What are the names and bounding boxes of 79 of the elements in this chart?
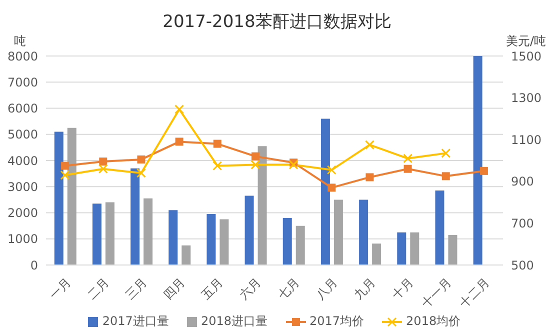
x-tick-label: 十月 [389, 275, 416, 302]
bar [92, 204, 102, 265]
bar [67, 128, 76, 265]
bar [54, 132, 64, 265]
bar [144, 198, 153, 265]
y2-tick-label: 1100 [511, 132, 542, 147]
bar [206, 214, 216, 265]
bar [473, 56, 482, 265]
point [98, 164, 108, 174]
point [328, 184, 336, 192]
bar [244, 196, 254, 265]
y-axis-title: 吨 [14, 33, 26, 50]
y2-tick-label: 1500 [511, 49, 542, 64]
bar [168, 210, 178, 265]
y2-tick-label: 900 [511, 174, 534, 189]
point [404, 164, 412, 173]
bar [410, 232, 420, 265]
y-tick-label: 5000 [7, 128, 38, 142]
legend-label: 2017进口量 [102, 313, 169, 330]
x-tick-label: 三月 [122, 275, 150, 302]
y-tick-label: 6000 [7, 102, 38, 116]
x-tick-label: 八月 [313, 275, 340, 302]
legend-label: 2018进口量 [200, 313, 268, 330]
point [250, 160, 260, 170]
point [213, 140, 222, 148]
x-tick-label: 四月 [160, 275, 188, 302]
point [326, 165, 336, 175]
y2-tick-label: 700 [511, 216, 534, 230]
bar [435, 190, 444, 265]
point [61, 162, 70, 170]
y-tick-label: 2000 [7, 206, 38, 220]
bar [320, 118, 330, 265]
x-tick-label: 二月 [84, 275, 112, 302]
legend-label: 2017均价 [310, 313, 364, 330]
bar [397, 232, 406, 265]
x-tick-label: 七月 [275, 275, 302, 302]
x-tick-label: 十一月 [418, 275, 454, 311]
y-tick-label: 0 [30, 258, 38, 272]
chart-title: 2017-2018苯酐进口数据对比 [162, 11, 392, 33]
point [60, 170, 70, 180]
bar [334, 200, 343, 265]
point [99, 158, 108, 166]
y2-tick-label: 500 [511, 258, 534, 272]
bar [296, 226, 305, 265]
point [175, 138, 184, 146]
bar [182, 245, 191, 265]
y2-tick-label: 1300 [511, 91, 542, 106]
y-tick-label: 1000 [7, 232, 38, 246]
x-tick-label: 五月 [198, 275, 226, 302]
point [212, 160, 222, 170]
x-tick-label: 一月 [46, 275, 74, 302]
y-tick-label: 8000 [7, 49, 38, 64]
y-tick-label: 4000 [7, 154, 38, 168]
bar [130, 168, 140, 265]
x-tick-label: 十二月 [456, 275, 492, 311]
bar [220, 219, 229, 265]
point [174, 104, 184, 114]
point [366, 173, 374, 182]
bar [448, 234, 458, 265]
point [251, 152, 260, 160]
y-tick-label: 3000 [7, 180, 38, 194]
x-tick-label: 六月 [236, 275, 264, 302]
point [403, 154, 413, 164]
bar [105, 202, 114, 265]
bar [282, 218, 292, 265]
y2-axis-title: 美元/吨 [506, 33, 546, 50]
bar [372, 244, 382, 265]
point [137, 155, 146, 164]
bar [258, 146, 267, 265]
point [136, 168, 146, 178]
point [364, 140, 374, 150]
legend-label: 2018均价 [406, 313, 461, 330]
y-tick-label: 7000 [7, 75, 38, 90]
x-tick-label: 九月 [351, 275, 378, 302]
bar [359, 200, 368, 265]
point [288, 160, 298, 170]
point [442, 172, 450, 180]
point [480, 166, 488, 175]
point [441, 148, 451, 158]
